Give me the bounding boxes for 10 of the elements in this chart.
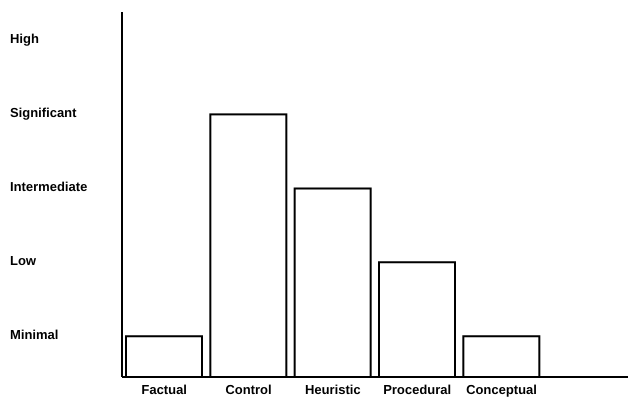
- x-tick-label: Conceptual: [466, 382, 537, 398]
- x-tick-label: Heuristic: [305, 382, 361, 398]
- text: Significant: [10, 105, 78, 120]
- text: Intermediate: [10, 179, 88, 194]
- text: High: [10, 31, 39, 46]
- x-tick-label: Factual: [141, 382, 187, 398]
- text: Low: [10, 253, 37, 268]
- x-tick-label: Control: [225, 382, 272, 398]
- x-tick-label: Procedural: [383, 382, 452, 398]
- text: Minimal: [10, 327, 58, 342]
